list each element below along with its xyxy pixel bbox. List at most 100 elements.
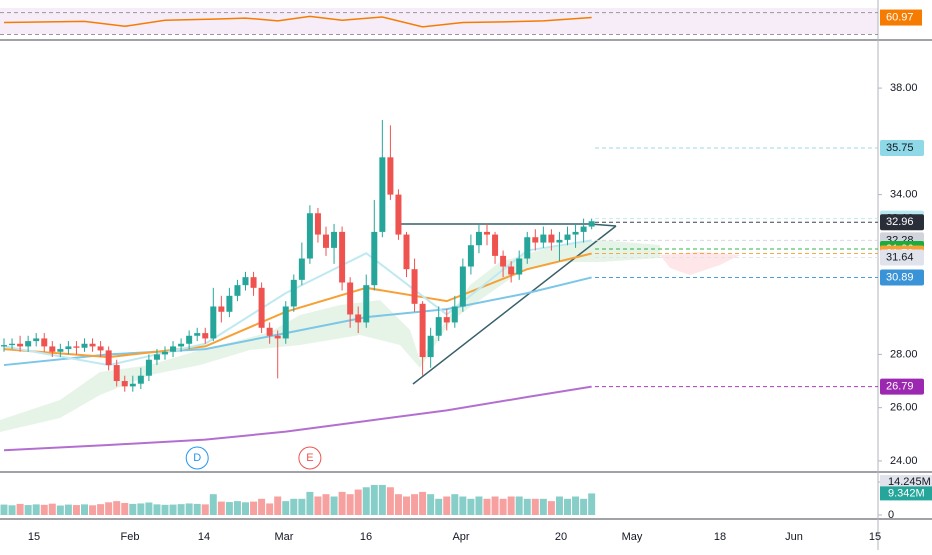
volume-bar — [306, 491, 314, 515]
x-tick-label: Mar — [275, 531, 294, 543]
candle-body — [588, 221, 595, 227]
x-tick-label: 18 — [714, 531, 726, 543]
candle-body — [508, 266, 515, 275]
volume-bar — [16, 503, 24, 515]
volume-bar — [475, 496, 483, 515]
x-tick-label: 20 — [555, 531, 567, 543]
volume-bar — [322, 494, 330, 515]
candle-body — [113, 365, 120, 382]
volume-bar — [370, 484, 378, 515]
candle-body — [186, 335, 193, 344]
volume-bar — [258, 498, 266, 515]
volume-last-label: 9.342M — [888, 487, 925, 499]
rsi-badge-label: 60.97 — [886, 11, 914, 23]
candle-body — [25, 341, 32, 347]
volume-bar — [547, 501, 555, 515]
candle-body — [484, 231, 490, 235]
candle-body — [202, 333, 209, 339]
plot: 24.00 26.00 28.00 34.00 38.00 15 Feb 14 Mar 16 Apr… — [0, 9, 932, 543]
candle-body — [371, 231, 378, 286]
volume-last-badge — [880, 486, 932, 501]
moving-average — [3, 276, 592, 367]
volume-bar — [72, 505, 80, 515]
volume-bar — [153, 504, 161, 515]
moving-average — [3, 252, 592, 359]
volume-bar — [40, 504, 48, 515]
x-tick-label: 14 — [198, 531, 210, 543]
volume-bar — [0, 504, 8, 515]
candle-body — [435, 317, 442, 336]
x-tick-label: Apr — [452, 531, 469, 543]
volume-bar — [97, 504, 105, 515]
candle-body — [500, 255, 507, 267]
volume-bar — [250, 501, 258, 515]
candle-body — [57, 349, 64, 352]
volume-bar — [435, 498, 443, 515]
price-badge-label: 26.79 — [886, 381, 914, 393]
x-tick-label: Jun — [785, 531, 803, 543]
x-tick-label: May — [622, 531, 643, 543]
candle-body — [548, 234, 555, 243]
volume-bar — [564, 498, 571, 515]
volume-bar — [193, 503, 201, 515]
candle-body — [443, 317, 450, 323]
candle-body — [540, 234, 547, 243]
candle-body — [1, 345, 7, 347]
candle-body — [17, 343, 24, 347]
event-label: E — [306, 452, 313, 464]
candle-body — [121, 381, 128, 387]
rsi-line — [3, 15, 592, 28]
candle-body — [363, 285, 370, 323]
candle-body — [258, 287, 265, 328]
volume-bar — [507, 496, 515, 515]
candle-body — [153, 354, 160, 360]
candle-body — [564, 234, 571, 240]
volume-bar — [459, 496, 467, 515]
volume-bar — [330, 496, 338, 515]
volume-bar — [338, 491, 346, 515]
y-tick-label: 24.00 — [890, 455, 918, 467]
volume-bar — [266, 503, 274, 515]
candle-body — [73, 346, 80, 348]
volume-bar — [394, 494, 402, 515]
volume-bar — [161, 504, 169, 515]
candle-body — [467, 245, 474, 267]
candle-body — [137, 375, 144, 384]
volume-bar — [145, 502, 153, 515]
x-tick-label: 16 — [360, 531, 372, 543]
volume-bar — [56, 505, 64, 515]
volume-bar — [378, 484, 386, 515]
volume-bar — [523, 498, 531, 515]
volume-bar — [105, 502, 113, 515]
candle-body — [580, 226, 587, 232]
volume-bar — [467, 498, 475, 515]
volume-bar — [89, 505, 97, 515]
volume-bar — [81, 504, 88, 515]
candle-body — [355, 314, 362, 323]
volume-bar — [451, 494, 459, 515]
candle-body — [65, 346, 72, 350]
candle-body — [97, 346, 104, 351]
y-tick-label: 38.00 — [890, 82, 918, 94]
candle-body — [9, 343, 16, 346]
volume-bar — [129, 503, 137, 515]
support-line — [412, 225, 617, 385]
candle-body — [475, 231, 482, 246]
volume-bar — [24, 505, 32, 515]
volume-bar — [48, 503, 56, 515]
candle-body — [323, 234, 329, 248]
volume-bar — [588, 493, 596, 515]
volume-bar — [113, 501, 121, 515]
volume-bar — [242, 502, 249, 515]
candle-body — [572, 231, 579, 235]
volume-bar — [233, 501, 241, 515]
volume-bar — [443, 496, 451, 515]
volume-bar — [572, 496, 580, 515]
candle-body — [379, 157, 386, 232]
x-tick-label: 15 — [28, 531, 40, 543]
event-marker — [185, 446, 209, 470]
price-badge — [880, 214, 924, 231]
candle-body — [347, 282, 354, 315]
volume-bar — [386, 487, 394, 515]
